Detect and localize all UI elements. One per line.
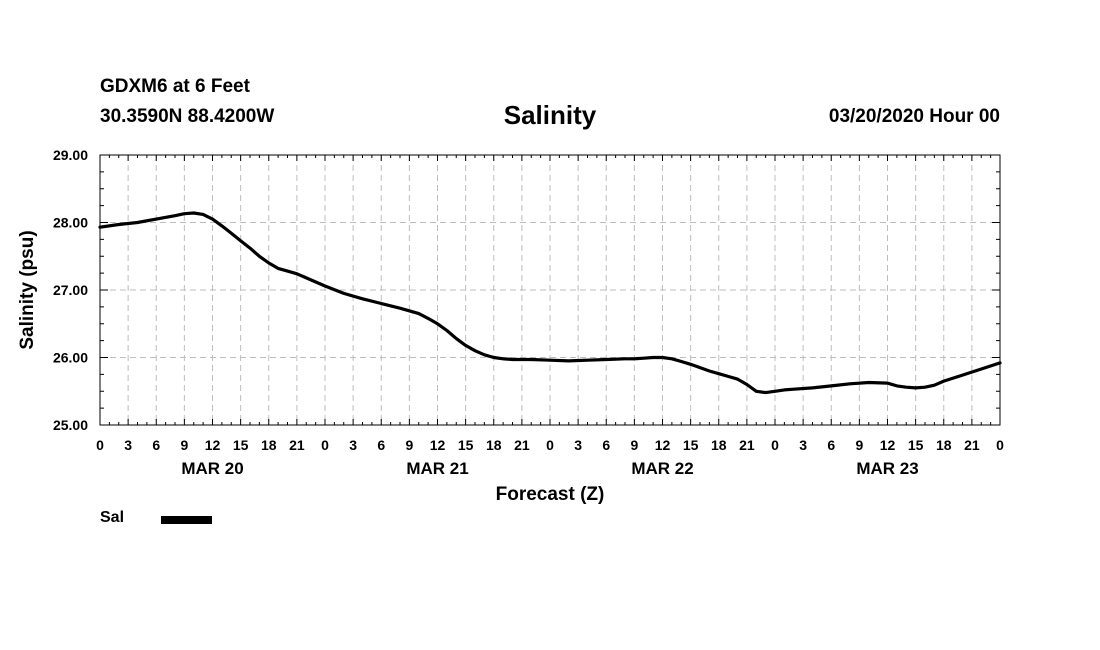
day-labels: MAR 20 MAR 21 MAR 22 MAR 23 [181,459,918,478]
x-tick-label: 6 [152,437,160,453]
series-line-sal [98,211,1002,395]
x-tick-label: 0 [321,437,329,453]
x-tick-label: 21 [964,437,980,453]
plot-frame [99,154,1001,426]
x-tick-label: 0 [996,437,1004,453]
x-tick-label: 0 [546,437,554,453]
grid-lines [100,155,1000,425]
y-tick-label: 29.00 [53,147,88,163]
x-tick-label: 6 [377,437,385,453]
series-group [98,211,1002,395]
x-tick-label: 18 [486,437,502,453]
x-tick-label: 9 [855,437,863,453]
station-label: GDXM6 at 6 Feet [100,76,250,97]
y-tick-label: 25.00 [53,417,88,433]
x-tick-label: 15 [458,437,474,453]
x-tick-label: 21 [289,437,305,453]
x-axis-label: Forecast (Z) [496,484,605,505]
x-tick-label: 15 [233,437,249,453]
x-tick-label: 3 [574,437,582,453]
y-axis-label: Salinity (psu) [17,230,38,349]
x-tick-label: 12 [205,437,221,453]
y-tick-labels: 25.00 26.00 27.00 28.00 29.00 [53,147,88,433]
x-tick-labels: 0 3 6 9 12 15 18 21 0 3 6 9 12 15 18 21 0 3 6 9 12 15 18 21 0 3 6 9… [96,437,1004,453]
legend-swatch [161,516,212,524]
x-tick-label: 3 [349,437,357,453]
coordinates-label: 30.3590N 88.4200W [100,106,275,127]
x-tick-label: 21 [514,437,530,453]
forecast-datetime: 03/20/2020 Hour 00 [828,106,1000,127]
x-tick-label: 6 [827,437,835,453]
day-label: MAR 23 [856,459,918,478]
x-tick-label: 18 [261,437,277,453]
x-tick-label: 12 [655,437,671,453]
x-tick-label: 12 [880,437,896,453]
y-tick-label: 26.00 [53,350,88,366]
day-label: MAR 21 [406,459,468,478]
x-tick-label: 15 [683,437,699,453]
x-tick-label: 6 [602,437,610,453]
day-label: MAR 20 [181,459,243,478]
x-tick-label: 21 [739,437,755,453]
y-tick-label: 28.00 [53,215,88,231]
x-tick-label: 9 [630,437,638,453]
x-tick-label: 3 [124,437,132,453]
x-tick-label: 3 [799,437,807,453]
legend-label: Sal [100,509,125,526]
x-tick-label: 9 [405,437,413,453]
x-tick-label: 0 [96,437,104,453]
day-label: MAR 22 [631,459,693,478]
chart-title: Salinity [503,100,597,130]
x-tick-label: 9 [180,437,188,453]
y-tick-label: 27.00 [53,282,88,298]
x-tick-label: 18 [711,437,727,453]
x-tick-label: 15 [908,437,924,453]
x-tick-label: 12 [430,437,446,453]
x-tick-label: 0 [771,437,779,453]
x-tick-label: 18 [936,437,952,453]
